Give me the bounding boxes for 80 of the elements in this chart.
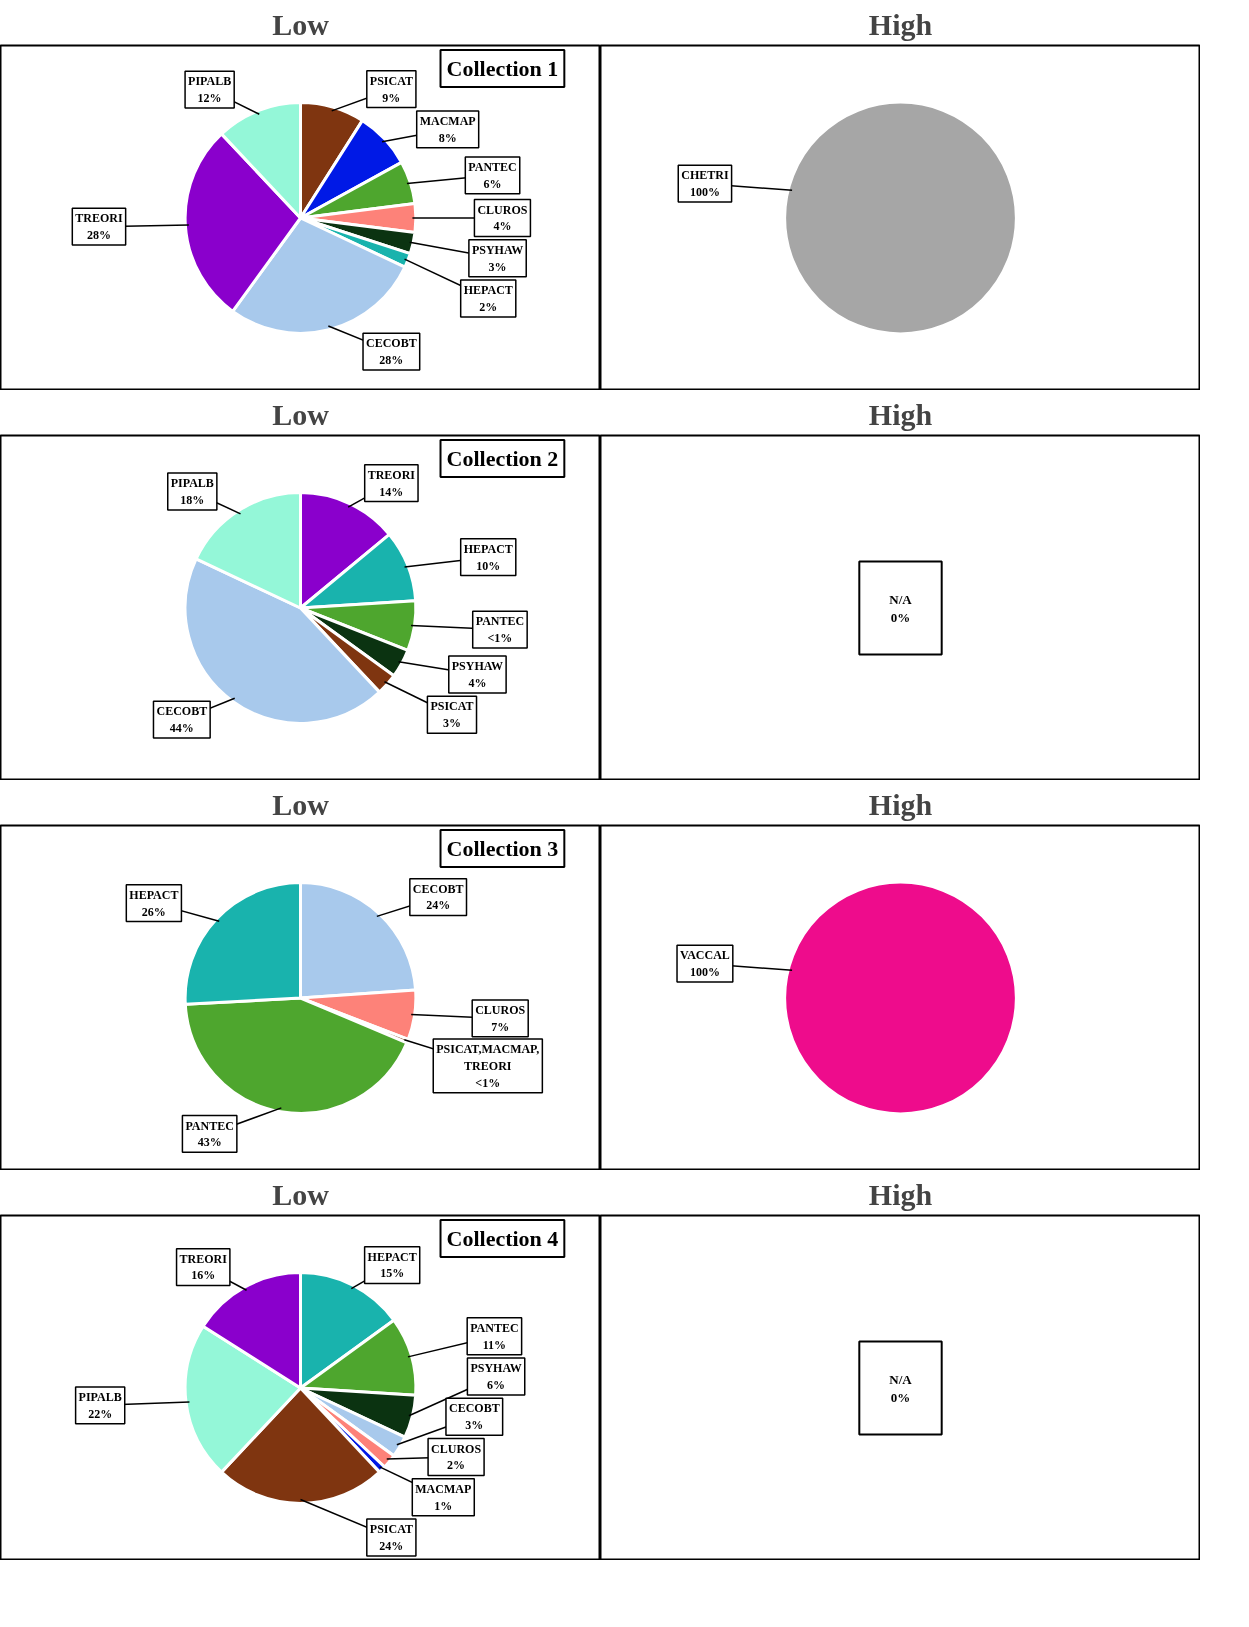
slice-label: PSICAT [430,699,474,714]
data-label: 2% [479,299,498,314]
data-label: 4% [468,675,487,690]
slice-label: TREORI [367,467,416,482]
slice-label: MACMAP [419,114,476,129]
data-label: 9% [382,90,401,105]
data-label: <1% [475,1075,501,1090]
data-label: 16% [191,1268,216,1283]
data-label: 14% [379,484,404,499]
slice-label: HEPACT [463,283,513,298]
slice-label: HEPACT [129,887,179,902]
text: High [868,397,933,431]
chart-subtitle: Collection 3 [446,836,559,861]
text: High [868,1177,933,1211]
slice-label: TREORI [75,211,123,226]
slice-label: CHETRI [681,168,729,183]
slice-label: PSICAT,MACMAP, TREORI [436,1042,540,1073]
text: N/A [889,1371,913,1387]
data-label: 10% [476,558,501,573]
slice-label: CECOBT [366,336,417,351]
chart-subtitle: Collection 4 [446,1226,559,1251]
data-label: 28% [86,228,111,243]
slice-label: VACCAL [680,948,730,963]
slice-label: PSYHAW [470,1361,522,1376]
data-label: 8% [438,130,457,145]
slice-label: PSICAT [369,73,413,88]
data-label: 12% [197,91,222,106]
slice-label: CECOBT [156,704,208,719]
data-label: 6% [483,176,502,191]
slice-label: PIPALB [78,1389,122,1404]
data-label: 18% [180,492,205,507]
text: 0% [890,1389,911,1405]
slice-label: CECOBT [412,881,464,896]
data-label: 26% [141,904,166,919]
data-label: 6% [487,1377,506,1392]
data-label: 100% [689,185,720,200]
data-label: 15% [380,1266,405,1281]
slice-label: CLUROS [475,1003,526,1018]
data-label: 3% [442,716,461,731]
slice-label: PIPALB [188,74,232,89]
slice-label: PSYHAW [451,659,504,674]
chart-subtitle: Collection 2 [446,446,559,471]
data-label: 44% [169,721,194,736]
slice-label: CECOBT [448,1401,500,1416]
data-label: 7% [491,1019,510,1034]
slice-label: HEPACT [367,1249,417,1264]
slice-label: PANTEC [468,159,517,174]
text: 0% [890,609,911,625]
data-label: <1% [487,630,513,645]
chart-subtitle: Collection 1 [446,56,559,81]
data-label: 3% [465,1418,484,1433]
data-label: 4% [493,219,512,234]
data-label: 2% [447,1458,466,1473]
data-label: 22% [88,1406,113,1421]
slice-label: MACMAP [415,1481,472,1496]
data-label: 3% [488,259,507,274]
slice-label: PSYHAW [471,242,524,257]
chart-title: Low [272,787,330,821]
slice-label: TREORI [179,1251,228,1266]
data-label: 43% [197,1135,222,1150]
chart-title: High [868,787,933,821]
slice-label: PIPALB [170,476,214,491]
data-label: 100% [689,965,720,980]
slice-label: PANTEC [185,1118,234,1133]
slice-label: PANTEC [470,1320,519,1335]
slice-label: CLUROS [431,1441,482,1456]
data-label: 24% [379,1538,404,1553]
slice-label: PANTEC [475,614,525,629]
data-label: 28% [379,353,404,368]
chart-title: Low [272,397,330,431]
data-label: 24% [426,898,451,913]
chart-title: High [868,7,933,41]
data-label: 11% [482,1337,507,1352]
slice-label: PSICAT [369,1522,413,1537]
chart-title: Low [272,7,330,41]
chart-title: Low [272,1177,330,1211]
slice-label: HEPACT [463,541,513,556]
slice-label: CLUROS [477,202,528,217]
text: N/A [889,591,913,607]
data-label: 1% [434,1498,453,1513]
